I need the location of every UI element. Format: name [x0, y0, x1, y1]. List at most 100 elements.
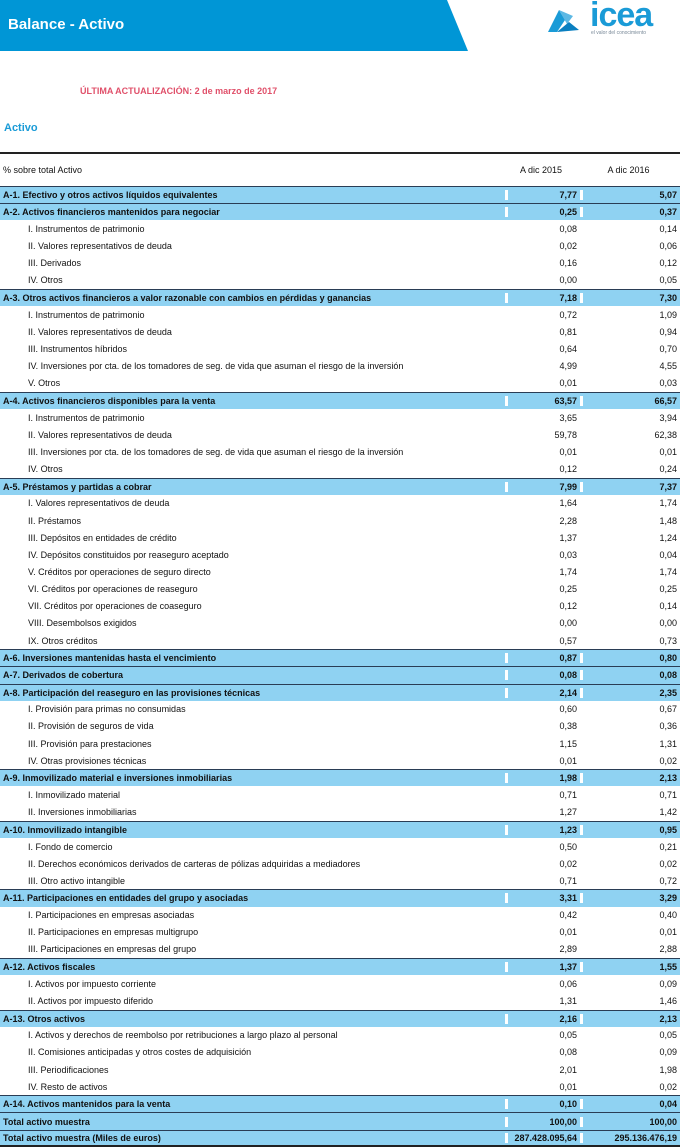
row-label: III. Participaciones en empresas del gru…	[28, 944, 197, 955]
value-2016: 0,40	[659, 910, 677, 921]
value-2016: 0,05	[659, 1030, 677, 1041]
value-2016: 1,31	[659, 738, 677, 749]
value-2015: 1,98	[505, 773, 580, 784]
logo-text: icea	[590, 0, 653, 34]
value-2015: 0,02	[559, 858, 577, 869]
table-row: VIII. Desembolsos exigidos 0,00 0,00	[0, 615, 680, 632]
table-body: A-1. Efectivo y otros activos líquidos e…	[0, 186, 680, 1147]
table-row: III. Inversiones por cta. de los tomador…	[0, 443, 680, 460]
table-row: A-7. Derivados de cobertura 0,08 0,08	[0, 666, 680, 684]
value-2015: 7,99	[505, 481, 580, 492]
table-header: % sobre total Activo A dic 2015 A dic 20…	[0, 154, 680, 186]
row-label: II. Valores representativos de deuda	[28, 241, 172, 252]
value-2015: 3,65	[559, 412, 577, 423]
value-2015: 0,03	[559, 549, 577, 560]
logo-tagline: el valor del conocimiento	[591, 30, 647, 36]
value-2015: 2,28	[559, 515, 577, 526]
value-2015: 0,42	[559, 910, 577, 921]
value-2016: 0,24	[659, 464, 677, 475]
value-2016: 0,01	[659, 446, 677, 457]
row-label: I. Activos y derechos de reembolso por r…	[28, 1030, 338, 1041]
value-2015: 63,57	[505, 395, 580, 406]
table-row: IV. Resto de activos 0,01 0,02	[0, 1078, 680, 1095]
value-2016: 4,55	[659, 361, 677, 372]
row-label: I. Valores representativos de deuda	[28, 498, 170, 509]
value-2015: 0,81	[559, 326, 577, 337]
value-2016: 1,98	[659, 1064, 677, 1075]
row-label: V. Créditos por operaciones de seguro di…	[28, 567, 211, 578]
value-2015: 1,27	[559, 807, 577, 818]
value-2015: 0,05	[559, 1030, 577, 1041]
table-row: A-9. Inmovilizado material e inversiones…	[0, 769, 680, 787]
value-2016: 7,30	[580, 293, 680, 304]
row-label: II. Derechos económicos derivados de car…	[28, 858, 361, 869]
value-2016: 0,36	[659, 721, 677, 732]
value-2016: 0,70	[659, 343, 677, 354]
value-2016: 0,14	[659, 223, 677, 234]
table-row: I. Instrumentos de patrimonio 0,08 0,14	[0, 220, 680, 237]
row-label: I. Instrumentos de patrimonio	[28, 223, 145, 234]
table-row: A-3. Otros activos financieros a valor r…	[0, 288, 680, 307]
row-label: A-2. Activos financieros mantenidos para…	[3, 207, 220, 218]
value-2016: 0,04	[659, 549, 677, 560]
value-2016: 62,38	[654, 429, 677, 440]
table-row: II. Provisión de seguros de vida 0,38 0,36	[0, 718, 680, 735]
value-2015: 0,71	[559, 790, 577, 801]
value-2015: 0,01	[559, 927, 577, 938]
table-row: IV. Otros 0,00 0,05	[0, 272, 680, 289]
value-2015: 2,16	[505, 1013, 580, 1024]
value-2015: 0,01	[559, 378, 577, 389]
value-2016: 1,55	[580, 962, 680, 973]
row-label: IV. Depósitos constituidos por reaseguro…	[28, 549, 229, 560]
value-2016: 0,02	[659, 858, 677, 869]
value-2015: 0,64	[559, 343, 577, 354]
value-2016: 0,14	[659, 601, 677, 612]
value-2015: 0,16	[559, 258, 577, 269]
row-label: III. Otro activo intangible	[28, 875, 126, 886]
row-label: III. Derivados	[28, 258, 82, 269]
row-label: III. Inversiones por cta. de los tomador…	[28, 446, 404, 457]
row-label: II. Valores representativos de deuda	[28, 326, 172, 337]
value-2015: 4,99	[559, 361, 577, 372]
row-label: II. Valores representativos de deuda	[28, 429, 172, 440]
value-2016: 0,09	[659, 1047, 677, 1058]
row-label: IV. Otros	[28, 275, 63, 286]
value-2015: 1,74	[559, 567, 577, 578]
value-2015: 7,18	[505, 293, 580, 304]
value-2015: 0,01	[559, 446, 577, 457]
table-row: A-2. Activos financieros mantenidos para…	[0, 203, 680, 221]
row-label: IX. Otros créditos	[28, 635, 98, 646]
value-2016: 0,06	[659, 241, 677, 252]
row-label: I. Instrumentos de patrimonio	[28, 412, 145, 423]
value-2015: 0,01	[559, 755, 577, 766]
table-row: A-10. Inmovilizado intangible 1,23 0,95	[0, 820, 680, 838]
row-label: III. Instrumentos híbridos	[28, 343, 128, 354]
value-2016: 0,67	[659, 704, 677, 715]
table-row: II. Valores representativos de deuda 0,81…	[0, 323, 680, 340]
value-2015: 287.428.095,64	[505, 1132, 580, 1143]
value-2016: 0,08	[580, 670, 680, 681]
table-row: III. Derivados 0,16 0,12	[0, 255, 680, 272]
value-2016: 0,21	[659, 841, 677, 852]
table-row: I. Inmovilizado material 0,71 0,71	[0, 786, 680, 803]
value-2015: 2,89	[559, 944, 577, 955]
value-2015: 0,12	[559, 601, 577, 612]
row-label: V. Otros	[28, 378, 61, 389]
value-2016: 2,13	[580, 1013, 680, 1024]
balance-table: % sobre total Activo A dic 2015 A dic 20…	[0, 152, 680, 1147]
value-2016: 0,94	[659, 326, 677, 337]
value-2015: 2,01	[559, 1064, 577, 1075]
table-row: A-13. Otros activos 2,16 2,13	[0, 1009, 680, 1027]
value-2016: 0,80	[580, 653, 680, 664]
table-row: Total activo muestra (Miles de euros) 287…	[0, 1129, 680, 1147]
table-row: I. Participaciones en empresas asociadas…	[0, 907, 680, 924]
table-row: I. Provisión para primas no consumidas 0,…	[0, 701, 680, 718]
row-label: VII. Créditos por operaciones de coasegu…	[28, 601, 202, 612]
table-row: I. Fondo de comercio 0,50 0,21	[0, 838, 680, 855]
row-label: II. Activos por impuesto diferido	[28, 995, 154, 1006]
row-label: A-5. Préstamos y partidas a cobrar	[3, 481, 152, 492]
table-row: I. Valores representativos de deuda 1,64 1…	[0, 495, 680, 512]
row-label: III. Provisión para prestaciones	[28, 738, 152, 749]
row-label: II. Participaciones en empresas multigru…	[28, 927, 199, 938]
value-2016: 1,74	[659, 567, 677, 578]
